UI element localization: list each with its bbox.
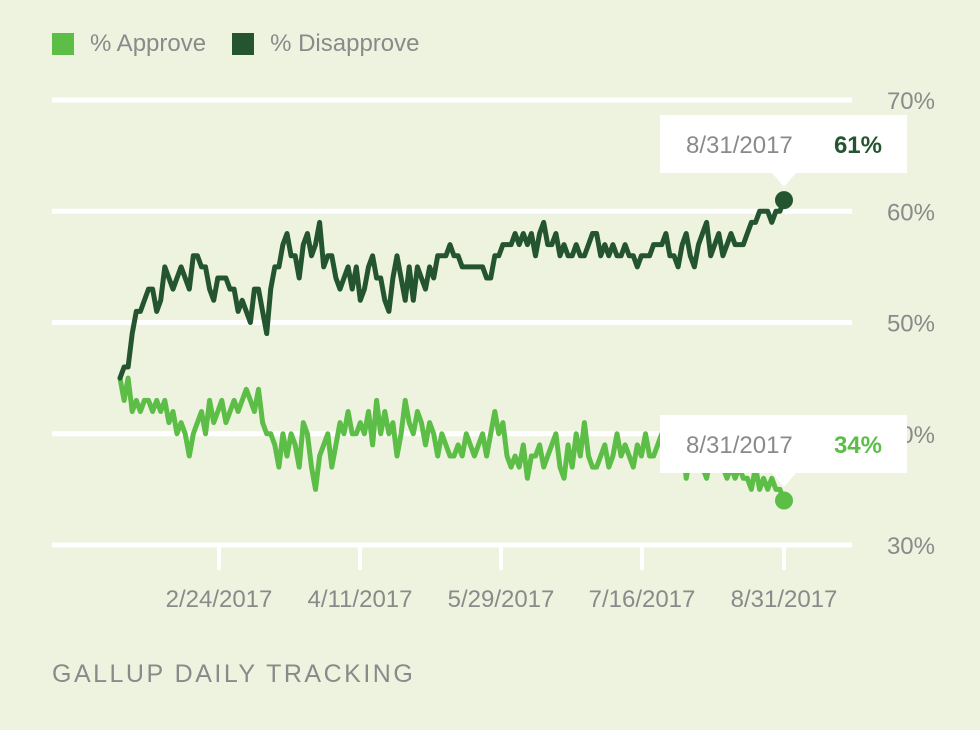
- disapprove-callout-date: 8/31/2017: [686, 132, 793, 159]
- legend-label-disapprove: % Disapprove: [270, 30, 420, 57]
- approve-end-marker: [775, 491, 793, 510]
- approve-callout-box: [660, 415, 907, 473]
- x-tick-label: 2/24/2017: [166, 586, 273, 613]
- x-tick-label: 5/29/2017: [448, 586, 555, 613]
- legend: % Approve % Disapprove: [52, 30, 445, 58]
- y-tick-label: 60%: [887, 199, 935, 226]
- x-tick-label: 7/16/2017: [589, 586, 696, 613]
- disapprove-line: [117, 197, 787, 381]
- legend-item-disapprove: % Disapprove: [232, 30, 419, 58]
- x-tick-label: 8/31/2017: [731, 586, 838, 613]
- legend-item-approve: % Approve: [52, 30, 206, 58]
- disapprove-end-marker: [775, 191, 793, 210]
- y-tick-label: 70%: [887, 88, 935, 115]
- x-tick-label: 4/11/2017: [308, 586, 413, 613]
- disapprove-swatch-icon: [232, 33, 255, 55]
- approve-swatch-icon: [52, 33, 74, 55]
- y-tick-label: 30%: [887, 533, 935, 560]
- approve-callout-value: 34%: [834, 432, 882, 459]
- approve-callout-pointer: [772, 473, 796, 487]
- approve-callout-date: 8/31/2017: [686, 432, 793, 459]
- y-tick-label: 50%: [887, 311, 935, 338]
- disapprove-callout-pointer: [772, 173, 796, 187]
- legend-label-approve: % Approve: [90, 30, 207, 57]
- chart-footer: GALLUP DAILY TRACKING: [52, 660, 416, 688]
- disapprove-callout-box: [660, 115, 907, 173]
- disapprove-callout-value: 61%: [834, 132, 882, 159]
